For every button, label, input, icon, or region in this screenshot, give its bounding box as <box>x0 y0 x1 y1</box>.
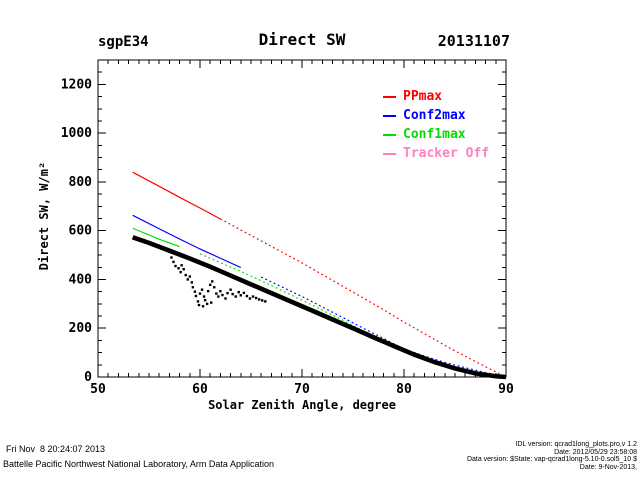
scatter-point <box>182 268 185 271</box>
scatter-point <box>172 260 175 264</box>
x-tick-label: 50 <box>90 382 106 397</box>
version-info-line: Date: 2012/05/29 23:58:08 <box>554 448 637 456</box>
scatter-point <box>245 294 249 298</box>
scatter-point <box>188 275 191 278</box>
footer-version-info: IDL version: qcrad1long_plots.pro,v 1.2 D… <box>467 441 637 471</box>
scatter-point <box>184 273 187 277</box>
footer-timestamp: Fri Nov 8 20:24:07 2013 <box>6 444 106 454</box>
scatter-point <box>224 297 227 300</box>
scatter-point <box>248 297 252 300</box>
scatter-point <box>213 286 216 289</box>
scatter-point <box>202 295 206 298</box>
y-axis-label: Direct SW, W/m² <box>37 161 51 271</box>
plot-date: 20131107 <box>437 32 510 50</box>
site-label: sgpE34 <box>98 34 149 50</box>
scatter-point <box>191 286 195 289</box>
scatter-point <box>264 300 267 303</box>
y-tick-label: 600 <box>69 224 93 239</box>
scatter-point <box>217 295 220 298</box>
legend-row: Conf1max <box>383 125 489 144</box>
legend-dash-icon <box>383 114 396 117</box>
y-tick-label: 0 <box>84 370 92 385</box>
scatter-point <box>211 280 214 283</box>
scatter-point <box>206 289 210 293</box>
scatter-point <box>203 298 207 302</box>
x-tick-label: 80 <box>396 382 412 397</box>
scatter-point <box>170 256 173 259</box>
scatter-point <box>194 294 198 298</box>
scatter-point <box>186 278 189 281</box>
scatter-point <box>226 291 229 295</box>
scatter-point <box>215 292 218 295</box>
series-dotted-conf2max <box>260 276 507 378</box>
scatter-point <box>198 292 202 295</box>
x-tick-label: 90 <box>498 382 514 397</box>
legend-row: PPmax <box>383 87 489 106</box>
scatter-point <box>221 293 224 297</box>
legend-label: Conf2max <box>403 108 466 123</box>
scatter-point <box>197 303 201 307</box>
version-info-line: IDL version: qcrad1long_plots.pro,v 1.2 <box>515 441 637 448</box>
scatter-point <box>209 283 212 287</box>
y-tick-label: 1200 <box>61 77 92 92</box>
legend-row: Conf2max <box>383 106 489 125</box>
scatter-point <box>210 301 213 304</box>
legend-label: Tracker Off <box>403 146 490 161</box>
x-tick-label: 70 <box>294 382 310 397</box>
scatter-point <box>251 295 255 298</box>
scatter-point <box>190 281 194 284</box>
scatter-point <box>234 295 237 298</box>
series-line-conf1max <box>132 227 180 248</box>
legend-dash-icon <box>383 152 396 155</box>
legend-row: Tracker Off <box>383 144 489 163</box>
scatter-point <box>229 288 232 291</box>
scatter-point <box>257 298 261 301</box>
x-tick-label: 60 <box>192 382 208 397</box>
scatter-point <box>196 300 200 303</box>
y-tick-label: 1000 <box>61 126 92 141</box>
series-dotted-conf1max <box>199 253 507 378</box>
scatter-point <box>200 288 204 291</box>
series-line-conf2max <box>132 214 242 269</box>
series-dotted-ppmax <box>220 218 507 378</box>
scatter-point <box>254 296 258 300</box>
version-info-line: Date: 9-Nov-2013, <box>579 463 637 471</box>
x-axis-label: Solar Zenith Angle, degree <box>208 398 396 412</box>
legend-label: Conf1max <box>403 127 466 142</box>
y-tick-label: 200 <box>69 321 93 336</box>
footer-organization: Battelle Pacific Northwest National Labo… <box>3 459 274 469</box>
scatter-point <box>180 264 183 267</box>
y-tick-label: 800 <box>69 175 93 190</box>
scatter-point <box>174 264 177 268</box>
scatter-point <box>177 267 180 270</box>
scatter-point <box>201 305 205 308</box>
scatter-point <box>179 270 182 274</box>
legend-label: PPmax <box>403 89 443 104</box>
version-info-line: Data version: $State: vap-qcrad1long-5.1… <box>466 456 637 464</box>
scatter-point <box>237 290 240 294</box>
observed-band <box>131 235 507 380</box>
scatter-point <box>231 292 234 296</box>
scatter-point <box>239 294 242 297</box>
scatter-point <box>242 291 246 295</box>
series-line-ppmax <box>132 171 221 220</box>
legend-dash-icon <box>383 95 396 98</box>
scatter-point <box>193 290 197 293</box>
legend: PPmax Conf2max Conf1max Tracker Off <box>383 87 489 163</box>
legend-dash-icon <box>383 133 396 136</box>
scatter-point <box>261 299 264 302</box>
plot-title: Direct SW <box>258 30 346 49</box>
scatter-point <box>205 302 209 306</box>
scatter-point <box>219 289 222 293</box>
y-tick-label: 400 <box>69 272 93 287</box>
